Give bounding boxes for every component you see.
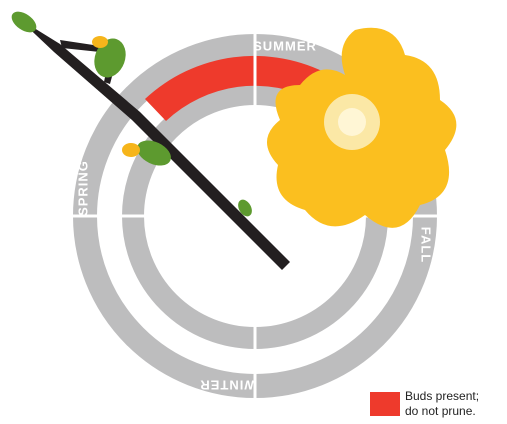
season-label: FALL (419, 227, 434, 264)
season-label: SPRING (75, 160, 90, 216)
pruning-diagram: SUMMER FALL WINTER SPRING Buds present; … (0, 0, 507, 424)
legend-text: Buds present; (405, 389, 479, 403)
season-label: WINTER (199, 378, 256, 393)
legend-swatch (370, 392, 400, 416)
season-label: SUMMER (253, 38, 317, 53)
legend-text: do not prune. (405, 404, 476, 418)
